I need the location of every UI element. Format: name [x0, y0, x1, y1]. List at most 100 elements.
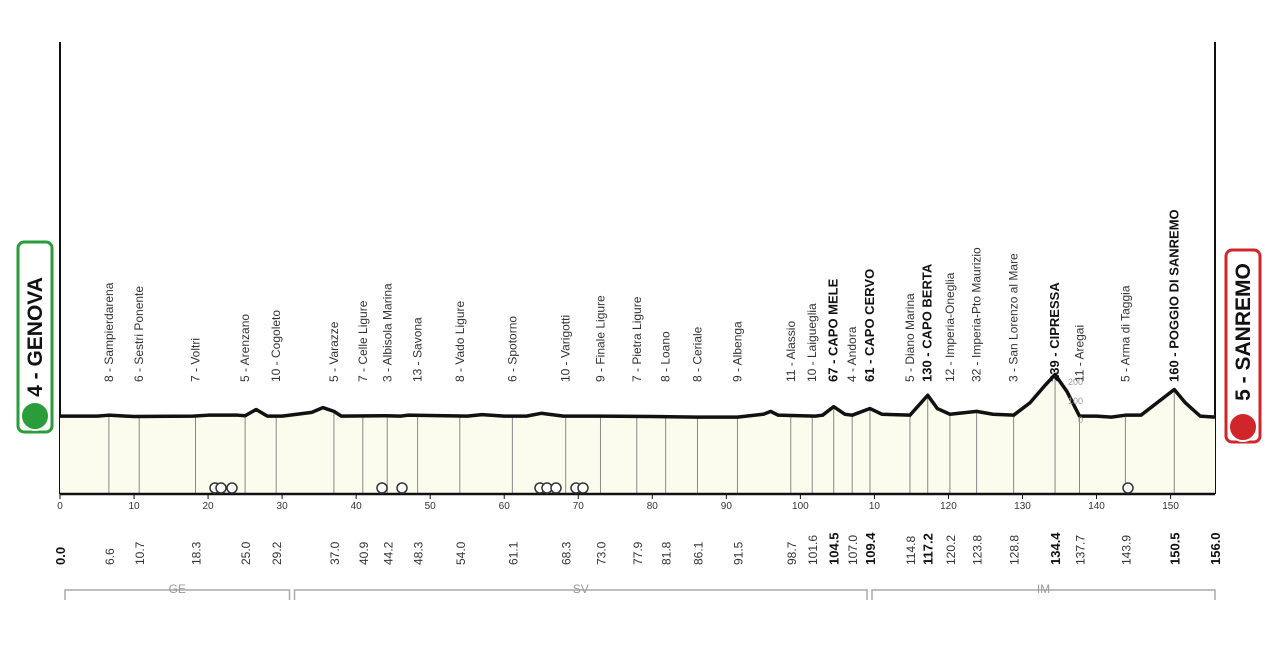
km-label: 73.0	[594, 541, 608, 565]
km-label: 61.1	[506, 541, 520, 565]
tunnel-icon	[550, 482, 562, 494]
x-tick-label: 60	[499, 501, 511, 512]
km-label: 143.9	[1119, 535, 1133, 565]
x-tick-label: 70	[573, 501, 585, 512]
km-label: 117.2	[921, 533, 936, 565]
km-label: 150.5	[1167, 532, 1182, 565]
start-label: 4 - GENOVA	[24, 277, 47, 397]
tunnel-icon	[396, 482, 408, 494]
region-bracket	[871, 589, 1216, 600]
km-label: 101.6	[806, 535, 820, 565]
waypoint-label: 7 - Celle Ligure	[356, 300, 370, 382]
km-label: 25.0	[239, 541, 253, 565]
tunnel-icons	[209, 482, 1134, 494]
waypoint-label: 5 - Arma di Taggia	[1118, 285, 1132, 382]
region-label: GE	[169, 582, 186, 596]
waypoint-label: 13 - Savona	[411, 317, 425, 382]
waypoint-label: 9 - Finale Ligure	[593, 295, 607, 382]
km-label: 81.8	[660, 541, 674, 565]
x-tick-label: 100	[792, 501, 809, 512]
km-label: 37.0	[328, 541, 342, 565]
waypoint-label: 5 - Arenzano	[238, 314, 252, 382]
start-icon	[20, 401, 50, 431]
km-label: 48.3	[412, 541, 426, 565]
x-tick-label: 10	[128, 501, 140, 512]
km-label: 104.5	[827, 532, 842, 565]
waypoint-label: 11 - Aregai	[1073, 325, 1087, 382]
x-tick-label: 0	[57, 501, 63, 512]
y-tick-label: 0	[1078, 415, 1083, 425]
tunnel-icon	[577, 482, 589, 494]
km-label: 29.2	[270, 541, 284, 565]
km-label: 10.7	[133, 541, 147, 565]
km-label: 0.0	[53, 547, 68, 565]
waypoint-label: 32 - Imperia-Pto Maurizio	[970, 247, 984, 382]
waypoint-label: 11 - Alassio	[784, 321, 798, 382]
waypoint-label: 239 - CIPRESSA	[1047, 282, 1062, 382]
km-label: 114.8	[904, 536, 918, 565]
waypoint-label: 3 - San Lorenzo al Mare	[1007, 253, 1021, 382]
region-bracket	[64, 589, 291, 600]
profile-area	[60, 374, 1215, 494]
start-badge	[16, 240, 54, 434]
km-label: 98.7	[785, 541, 799, 565]
x-tick-label: 20	[203, 501, 215, 512]
x-tick-label: 140	[1088, 501, 1105, 512]
x-tick-label: 40	[351, 501, 363, 512]
km-label: 134.4	[1048, 532, 1063, 565]
waypoint-label: 4 - Andora	[845, 326, 859, 382]
waypoint-label: 8 - Loano	[659, 331, 673, 382]
km-label: 156.0	[1208, 532, 1223, 565]
km-label: 6.6	[103, 548, 117, 565]
region-bracket	[293, 589, 868, 600]
km-label: 44.2	[381, 541, 395, 565]
km-label: 54.0	[454, 541, 468, 565]
tunnel-icon	[1122, 482, 1134, 494]
km-label: 86.1	[691, 541, 705, 565]
waypoint-label: 5 - Diano Marina	[903, 293, 917, 382]
waypoint-label: 6 - Spotorno	[505, 316, 519, 382]
waypoint-label: 3 - Albisola Marina	[380, 283, 394, 382]
waypoint-label: 10 - Laigueglia	[805, 303, 819, 382]
tunnel-icon	[215, 482, 227, 494]
km-label: 77.9	[631, 541, 645, 565]
waypoint-label: 7 - Pietra Ligure	[630, 296, 644, 382]
waypoint-label: 10 - Varigotti	[559, 315, 573, 382]
km-label: 137.7	[1074, 535, 1088, 565]
waypoint-label: 130 - CAPO BERTA	[920, 263, 935, 382]
km-label: 68.3	[560, 541, 574, 565]
waypoint-label: 5 - Varazze	[327, 321, 341, 382]
waypoint-label: 7 - Voltri	[188, 338, 202, 382]
layer	[60, 372, 1216, 494]
waypoint-label: 10 - Cogoleto	[269, 310, 283, 382]
region-label: SV	[573, 582, 589, 596]
y-tick-label: 100	[1068, 396, 1083, 406]
profile-line	[60, 372, 1216, 419]
waypoint-label: 12 - Imperia-Oneglia	[943, 272, 957, 382]
x-tick-label: 10	[869, 501, 881, 512]
tunnel-icon	[376, 482, 388, 494]
x-tick-label: 80	[647, 501, 659, 512]
y-tick-label: 200	[1068, 377, 1083, 387]
km-label: 109.4	[863, 532, 878, 565]
x-tick-label: 150	[1162, 501, 1179, 512]
km-label: 107.0	[846, 535, 860, 565]
km-label: 18.3	[189, 541, 203, 565]
finish-label: 5 - SANREMO	[1232, 263, 1255, 401]
km-label: 123.8	[971, 535, 985, 565]
region-label: IM	[1037, 582, 1050, 596]
x-tick-label: 90	[721, 501, 733, 512]
km-label: 40.9	[357, 541, 371, 565]
km-label: 91.5	[731, 541, 745, 565]
waypoint-label: 160 - POGGIO DI SANREMO	[1166, 209, 1181, 382]
x-tick-label: 130	[1014, 501, 1031, 512]
x-tick-label: 50	[425, 501, 437, 512]
km-label: 128.8	[1008, 535, 1022, 565]
tunnel-icon	[226, 482, 238, 494]
waypoint-label: 8 - Sampierdarena	[102, 282, 116, 382]
waypoint-label: 8 - Ceriale	[690, 326, 704, 382]
waypoint-label: 6 - Sestri Ponente	[132, 286, 146, 382]
waypoint-label: 61 - CAPO CERVO	[862, 269, 877, 382]
